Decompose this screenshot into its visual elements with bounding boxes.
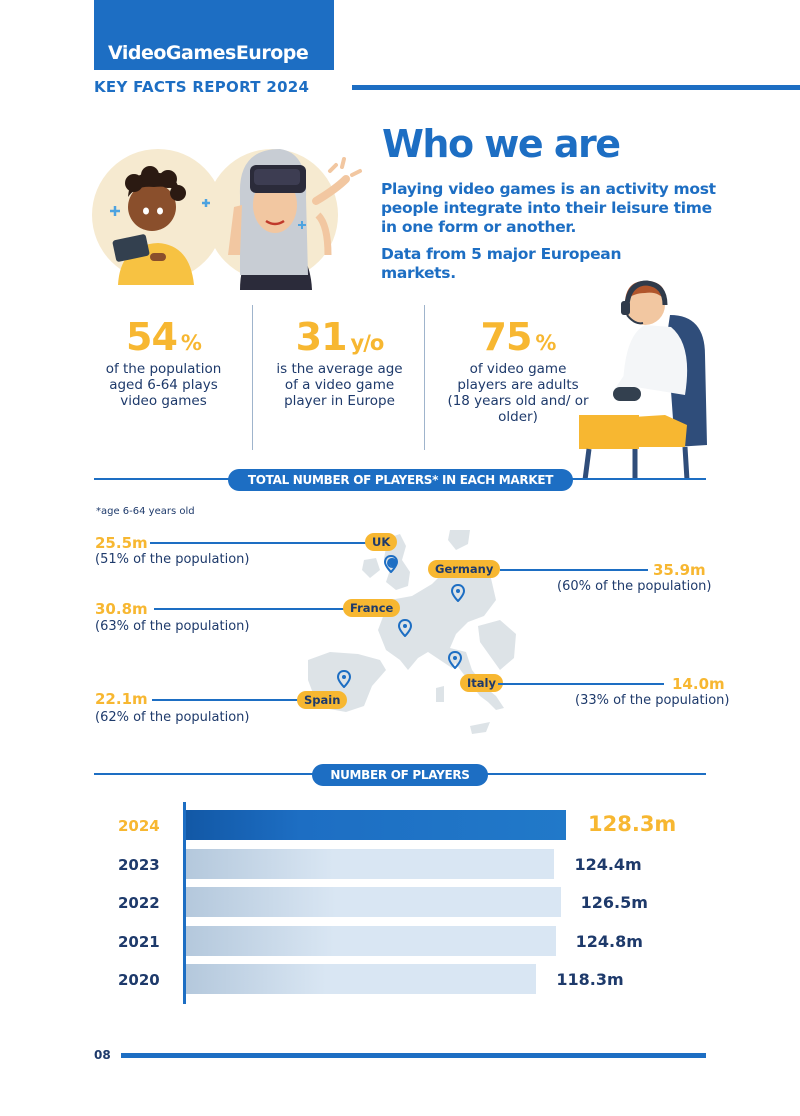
year-label: 2021 xyxy=(118,932,160,951)
footer-rule xyxy=(121,1053,706,1058)
market-tag-italy: Italy xyxy=(460,674,503,692)
market-leader-line xyxy=(150,542,366,544)
brand-banner xyxy=(94,0,334,70)
market-pct-italy: (33% of the population) xyxy=(575,693,730,708)
market-value-uk: 25.5m xyxy=(95,534,148,552)
map-pin-icon xyxy=(451,584,465,602)
intro-paragraph: Playing video games is an activity most … xyxy=(381,180,716,236)
market-pct-uk: (51% of the population) xyxy=(95,552,250,567)
market-tag-uk: UK xyxy=(365,533,398,551)
stat-description: of the population aged 6-64 plays video … xyxy=(105,361,222,409)
market-leader-line xyxy=(498,683,664,685)
stat-adult-players: 75% of video game players are adults (18… xyxy=(444,315,592,425)
map-pin-icon xyxy=(448,651,462,669)
bar-2023 xyxy=(186,848,555,879)
year-label: 2023 xyxy=(118,855,160,874)
stat-description: of video game players are adults (18 yea… xyxy=(447,361,589,425)
stat-divider xyxy=(252,305,253,450)
market-pct-germany: (60% of the population) xyxy=(557,579,712,594)
stat-divider xyxy=(424,305,425,450)
bar-value-label: 124.4m xyxy=(574,854,642,874)
header-rule xyxy=(352,85,800,90)
year-label: 2020 xyxy=(118,971,160,989)
market-value-spain: 22.1m xyxy=(95,690,148,708)
bar-2020 xyxy=(186,964,537,994)
report-title: KEY FACTS REPORT 2024 xyxy=(94,78,310,96)
section-title-who-we-are: Who we are xyxy=(382,122,621,166)
stat-value: 31 y/o xyxy=(295,315,385,359)
markets-section-title: TOTAL NUMBER OF PLAYERS* IN EACH MARKET xyxy=(228,469,573,491)
chart-axis xyxy=(183,802,186,1004)
stat-population-plays: 54% of the population aged 6-64 plays vi… xyxy=(96,315,231,409)
bar-2024 xyxy=(186,810,566,840)
market-tag-germany: Germany xyxy=(428,560,501,578)
market-value-germany: 35.9m xyxy=(653,561,706,579)
bar-value-label: 126.5m xyxy=(580,893,648,912)
stat-average-age: 31 y/o is the average age of a video game… xyxy=(272,315,407,409)
bar-value-label: 128.3m xyxy=(588,812,677,836)
intro-data-note: Data from 5 major European markets. xyxy=(381,245,622,282)
market-value-france: 30.8m xyxy=(95,600,148,618)
market-pct-spain: (62% of the population) xyxy=(95,710,250,725)
map-pin-icon xyxy=(337,670,351,688)
market-tag-spain: Spain xyxy=(297,691,348,709)
players-illustration xyxy=(92,149,362,290)
players-section-title: NUMBER OF PLAYERS xyxy=(312,764,488,786)
bar-2021 xyxy=(186,925,556,956)
map-pin-icon xyxy=(398,619,412,637)
brand-logo-text: VideoGamesEurope xyxy=(108,42,309,64)
stat-value: 54% xyxy=(126,315,202,359)
stat-value: 75% xyxy=(480,315,557,359)
stat-description: is the average age of a video game playe… xyxy=(276,361,403,409)
market-pct-france: (63% of the population) xyxy=(95,619,250,634)
age-footnote: *age 6-64 years old xyxy=(96,506,195,517)
market-leader-line xyxy=(152,699,298,701)
map-pin-icon xyxy=(384,555,398,573)
market-leader-line xyxy=(500,569,648,571)
bar-value-label: 124.8m xyxy=(575,931,643,951)
market-value-italy: 14.0m xyxy=(672,675,725,693)
market-leader-line xyxy=(154,608,344,610)
bar-value-label: 118.3m xyxy=(556,970,624,989)
gamer-illustration xyxy=(579,280,707,480)
year-label: 2024 xyxy=(118,817,160,835)
year-label: 2022 xyxy=(118,894,160,912)
market-tag-france: France xyxy=(343,599,401,617)
page-number: 08 xyxy=(94,1048,111,1062)
bar-2022 xyxy=(186,887,561,917)
